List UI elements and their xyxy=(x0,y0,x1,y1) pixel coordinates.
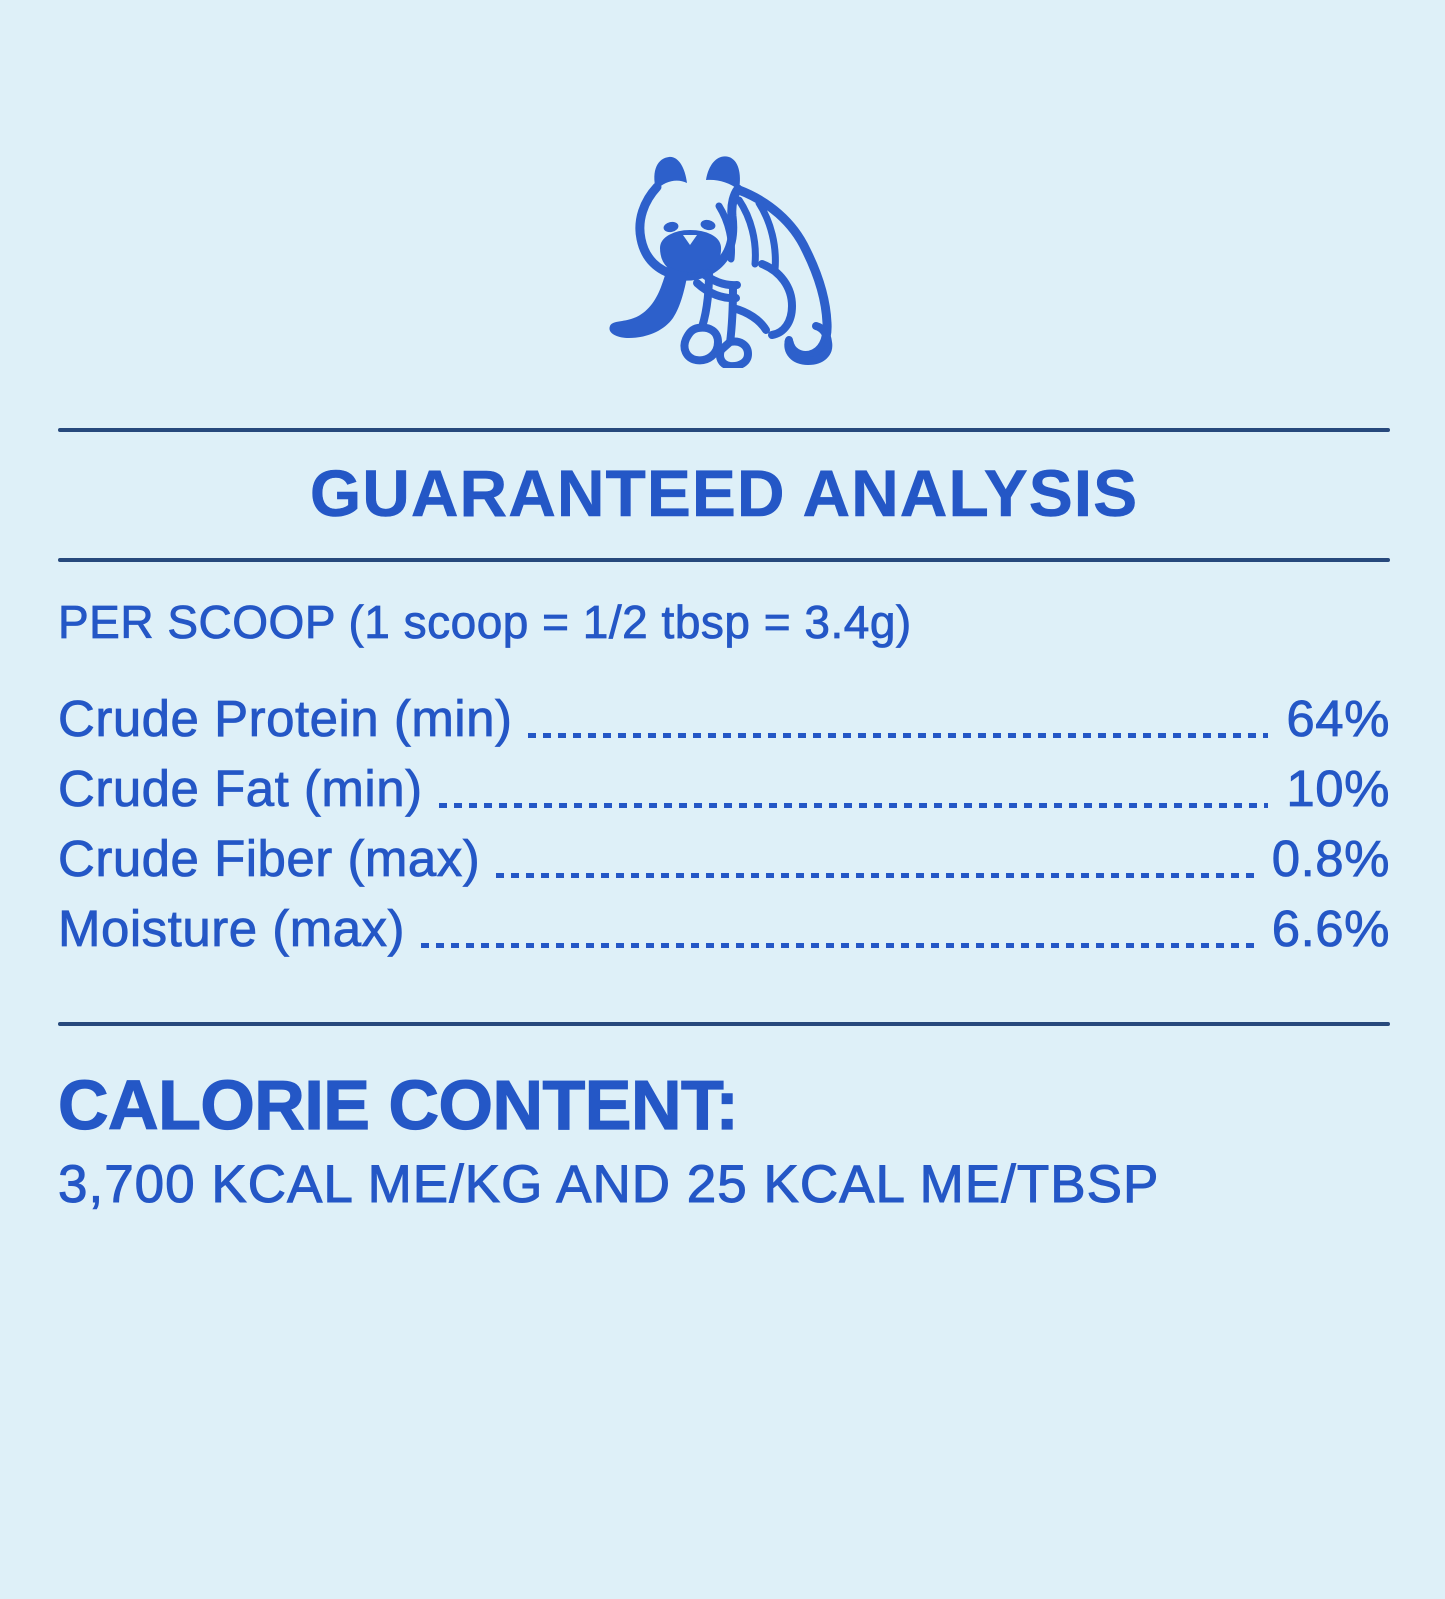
dot-leader xyxy=(492,824,1259,894)
divider-calorie-section xyxy=(58,1022,1390,1026)
nutrition-label-panel: GUARANTEED ANALYSIS PER SCOOP (1 scoop =… xyxy=(0,154,1445,1599)
dot-leader xyxy=(524,684,1274,754)
serving-size-note: PER SCOOP (1 scoop = 1/2 tbsp = 3.4g) xyxy=(58,596,912,649)
table-row: Moisture (max) 6.6% xyxy=(58,894,1390,964)
nutrient-value: 0.8% xyxy=(1271,830,1390,888)
analysis-table: Crude Protein (min) 64% Crude Fat (min) … xyxy=(58,684,1390,964)
calorie-content-title: CALORIE CONTENT: xyxy=(57,1066,739,1144)
guaranteed-analysis-title: GUARANTEED ANALYSIS xyxy=(309,456,1139,530)
nutrient-label: Moisture (max) xyxy=(58,900,406,958)
divider-top xyxy=(58,428,1390,432)
nutrient-label: Crude Fiber (max) xyxy=(58,830,481,888)
calorie-content-value: 3,700 KCAL ME/KG AND 25 KCAL ME/TBSP xyxy=(58,1155,1160,1214)
divider-under-title xyxy=(58,558,1390,562)
table-row: Crude Protein (min) 64% xyxy=(58,684,1390,754)
nutrient-label: Crude Fat (min) xyxy=(58,760,423,818)
table-row: Crude Fat (min) 10% xyxy=(58,754,1390,824)
nutrient-value: 64% xyxy=(1286,690,1390,748)
dot-leader xyxy=(435,754,1275,824)
nutrient-value: 10% xyxy=(1286,760,1390,818)
dot-leader xyxy=(417,894,1260,964)
nutrient-value: 6.6% xyxy=(1271,900,1390,958)
french-bulldog-icon xyxy=(602,154,846,371)
nutrient-label: Crude Protein (min) xyxy=(58,690,513,748)
table-row: Crude Fiber (max) 0.8% xyxy=(58,824,1390,894)
